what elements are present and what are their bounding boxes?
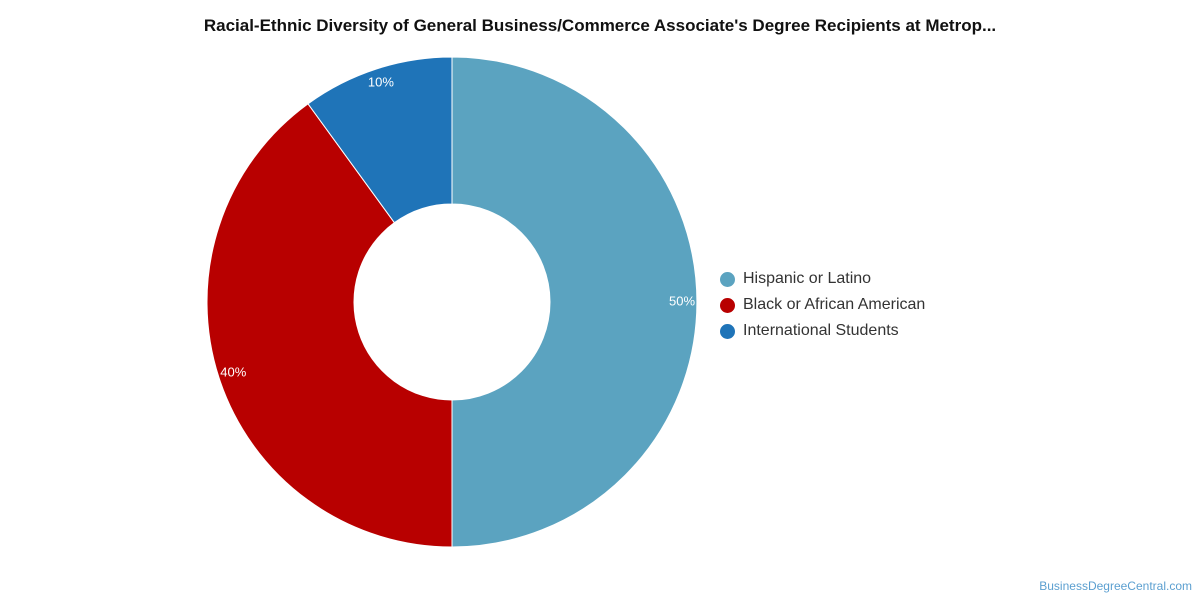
legend-swatch bbox=[720, 297, 735, 313]
legend-item-black-or-african-american[interactable]: Black or African American bbox=[720, 292, 925, 318]
slice-international-students[interactable] bbox=[307, 56, 453, 224]
slice-label-1: 40% bbox=[220, 365, 246, 380]
slice-hispanic-or-latino[interactable] bbox=[451, 56, 698, 548]
legend-swatch bbox=[720, 271, 735, 287]
legend-swatch bbox=[720, 323, 735, 339]
chart-legend: Hispanic or Latino Black or African Ameri… bbox=[720, 266, 925, 344]
legend-item-hispanic-or-latino[interactable]: Hispanic or Latino bbox=[720, 266, 925, 292]
slice-black-or-african-american[interactable] bbox=[206, 103, 453, 548]
slice-label-2: 10% bbox=[368, 75, 394, 90]
slice-label-0: 50% bbox=[669, 293, 695, 308]
legend-label: International Students bbox=[743, 322, 899, 339]
source-credit[interactable]: BusinessDegreeCentral.com bbox=[1039, 579, 1192, 593]
legend-item-international-students[interactable]: International Students bbox=[720, 318, 925, 344]
chart-title: Racial-Ethnic Diversity of General Busin… bbox=[203, 16, 997, 35]
legend-label: Black or African American bbox=[743, 296, 926, 313]
legend-label: Hispanic or Latino bbox=[743, 270, 872, 287]
